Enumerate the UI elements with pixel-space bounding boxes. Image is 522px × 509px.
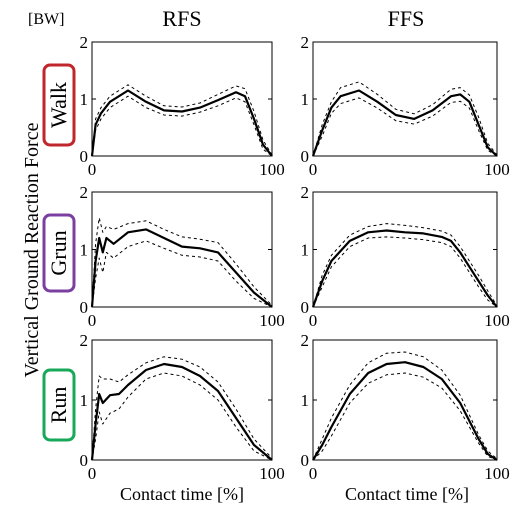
y-tick-label: 1 [301,90,310,109]
row-label-text-grun: Grun [46,230,71,275]
row-label-box-walk [42,63,76,147]
x-tick-label: 100 [259,311,285,330]
x-tick-label: 0 [88,311,97,330]
x-tick-label: 100 [259,464,285,483]
y-tick-label: 0 [80,147,89,166]
series-line-sd [91,372,273,461]
y-tick-label: 1 [80,241,89,260]
series-line-mean [312,361,498,461]
series-line-sd [312,372,498,461]
y-tick-label: 1 [301,241,310,260]
x-tick-label: 100 [484,160,510,179]
x-tick-label: 0 [88,464,97,483]
panel-walk-rfs: 0 1 2 0 100 [80,33,285,179]
x-tick-label: 100 [484,464,510,483]
series-line-sd [91,217,273,308]
y-tick-label: 0 [301,147,310,166]
x-tick-label: 100 [484,311,510,330]
series-line-sd [91,240,273,308]
series-line-sd [91,356,273,461]
series-line-sd [312,223,498,308]
y-axis-label: Vertical Ground Reaction Force [21,122,43,377]
plot-frame [312,41,498,157]
series-line-mean [90,89,273,157]
column-title-rfs: RFS [162,6,201,31]
y-tick-label: 2 [301,331,310,350]
row-label-text-run: Run [46,387,71,424]
row-label-text-walk: Walk [46,82,71,128]
y-tick-label: 2 [301,183,310,202]
series-line-mean [90,228,273,308]
series-line-sd [312,236,498,308]
x-axis-label-rfs: Contact time [%] [120,484,244,504]
y-tick-label: 0 [80,298,89,317]
series-line-sd [312,81,498,157]
panel-run-ffs: 0 1 2 0 100 [301,331,510,483]
row-label-box-run [42,368,76,442]
unit-label: [BW] [28,11,64,28]
panel-grun-rfs: 0 1 2 0 100 [80,183,285,330]
x-tick-label: 0 [309,464,318,483]
plot-frame [91,339,273,461]
row-label-walk: Walk [42,63,76,147]
series-line-mean [311,229,498,308]
x-tick-label: 0 [309,311,318,330]
series-line-mean [311,89,498,157]
plot-frame [312,339,498,461]
y-tick-label: 2 [80,331,89,350]
x-tick-label: 100 [259,160,285,179]
row-label-run: Run [42,368,76,442]
panel-grun-ffs: 0 1 2 0 100 [301,183,510,330]
y-tick-label: 2 [80,183,89,202]
y-tick-label: 0 [80,451,89,470]
x-tick-label: 0 [309,160,318,179]
row-label-box-grun [42,213,76,293]
panel-run-rfs: 0 1 2 0 100 [80,331,285,483]
y-tick-label: 2 [301,33,310,52]
y-tick-label: 1 [80,90,89,109]
y-tick-label: 0 [301,298,310,317]
y-tick-label: 0 [301,451,310,470]
column-title-ffs: FFS [388,6,425,31]
y-tick-label: 1 [301,391,310,410]
series-line-sd [312,97,498,157]
series-line-mean [90,362,273,461]
plot-frame [91,191,273,308]
row-label-grun: Grun [42,213,76,293]
y-tick-label: 1 [80,391,89,410]
series-line-sd [91,95,273,157]
x-axis-label-ffs: Contact time [%] [345,484,469,504]
x-tick-label: 0 [88,160,97,179]
series-line-sd [312,351,498,461]
panel-walk-ffs: 0 1 2 0 100 [301,33,510,179]
series-line-sd [91,84,273,157]
y-tick-label: 2 [80,33,89,52]
